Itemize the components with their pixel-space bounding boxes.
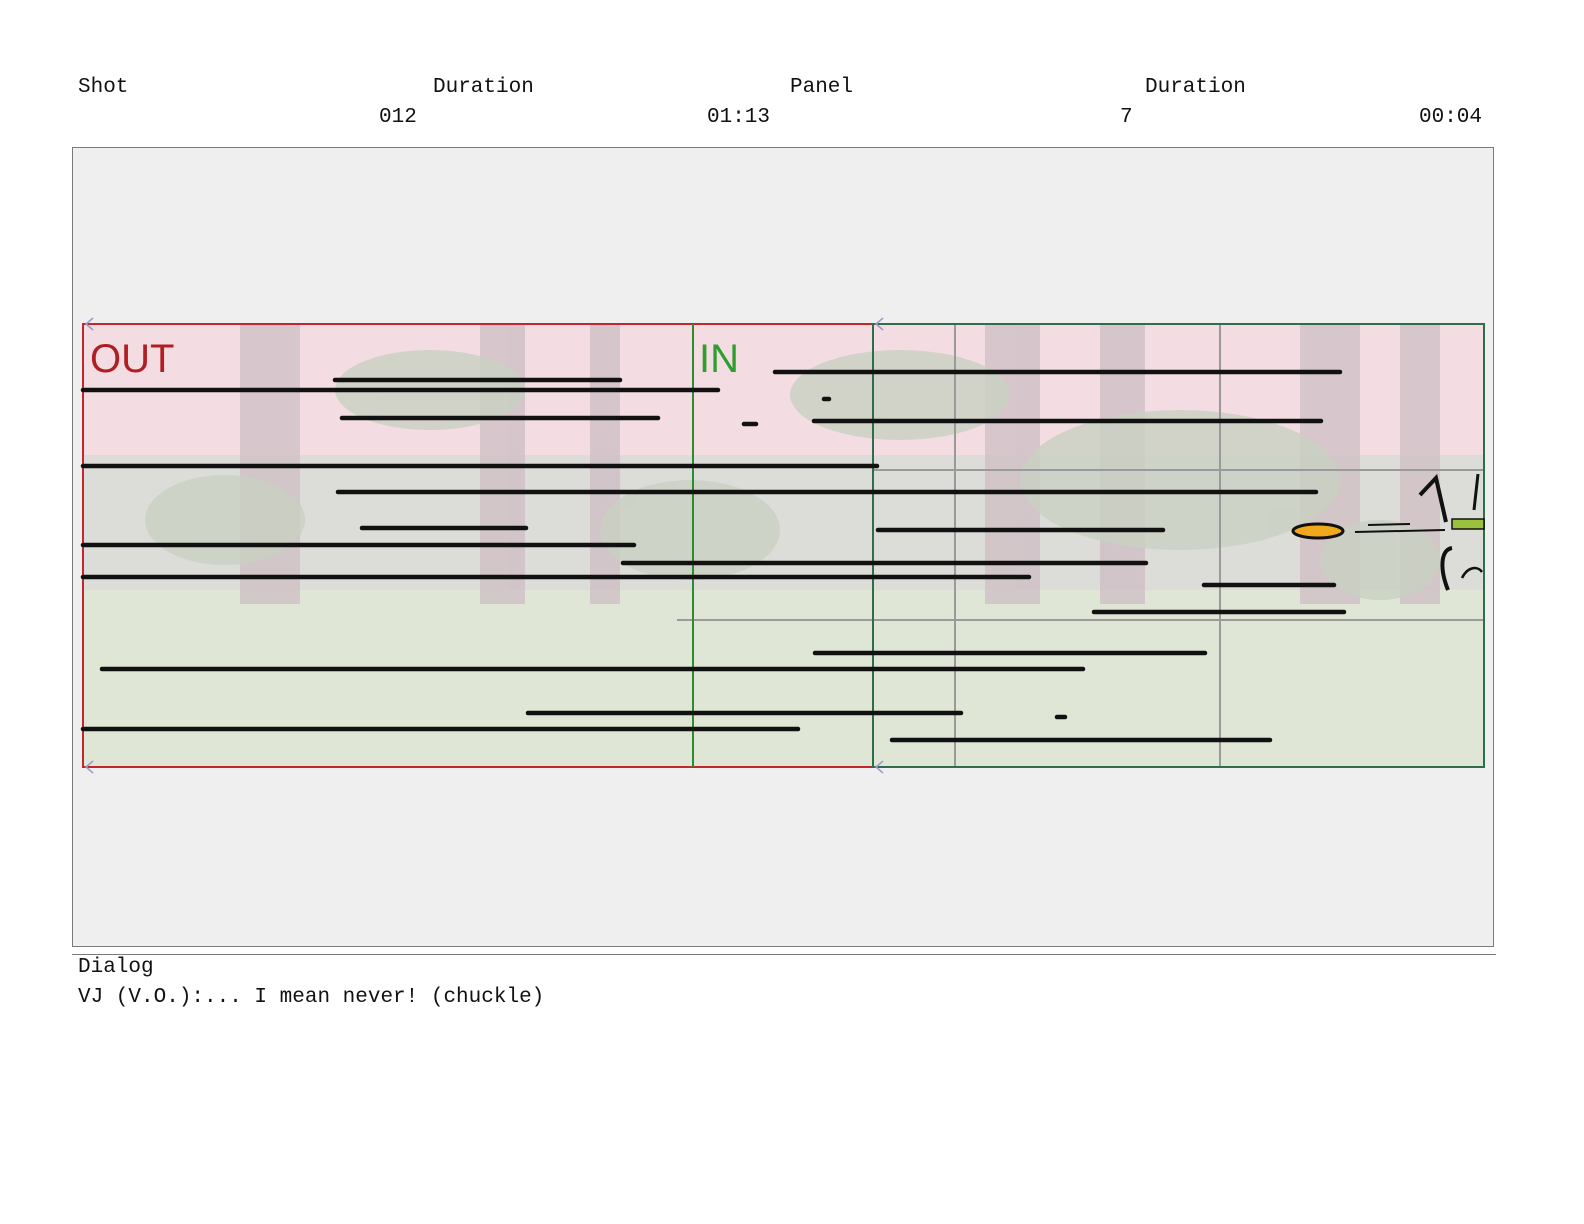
motion-marks <box>1354 473 1484 591</box>
shot-duration-label: Duration <box>433 76 534 99</box>
panel-duration-value: 00:04 <box>1419 106 1483 129</box>
panel-duration-label: Duration <box>1145 76 1246 99</box>
shot-label: Shot <box>78 76 129 99</box>
panel-label: Panel <box>790 76 854 99</box>
sketch-strokes <box>80 369 1347 743</box>
corner-arrows <box>84 317 884 774</box>
dialog-divider <box>72 954 1496 955</box>
in-label: IN <box>699 337 739 381</box>
panel-value: 7 <box>1120 106 1133 129</box>
shot-duration-value: 01:13 <box>707 106 771 129</box>
camera-grid <box>677 324 1484 767</box>
yellow-disc <box>1291 522 1345 540</box>
scene-ground <box>83 590 1484 767</box>
dialog-text: VJ (V.O.):... I mean never! (chuckle) <box>78 986 545 1009</box>
pencil <box>1451 518 1485 530</box>
out-label: OUT <box>90 337 174 381</box>
shot-value: 012 <box>379 106 417 129</box>
dialog-label: Dialog <box>78 956 154 979</box>
camera-frame-box <box>872 323 1485 768</box>
